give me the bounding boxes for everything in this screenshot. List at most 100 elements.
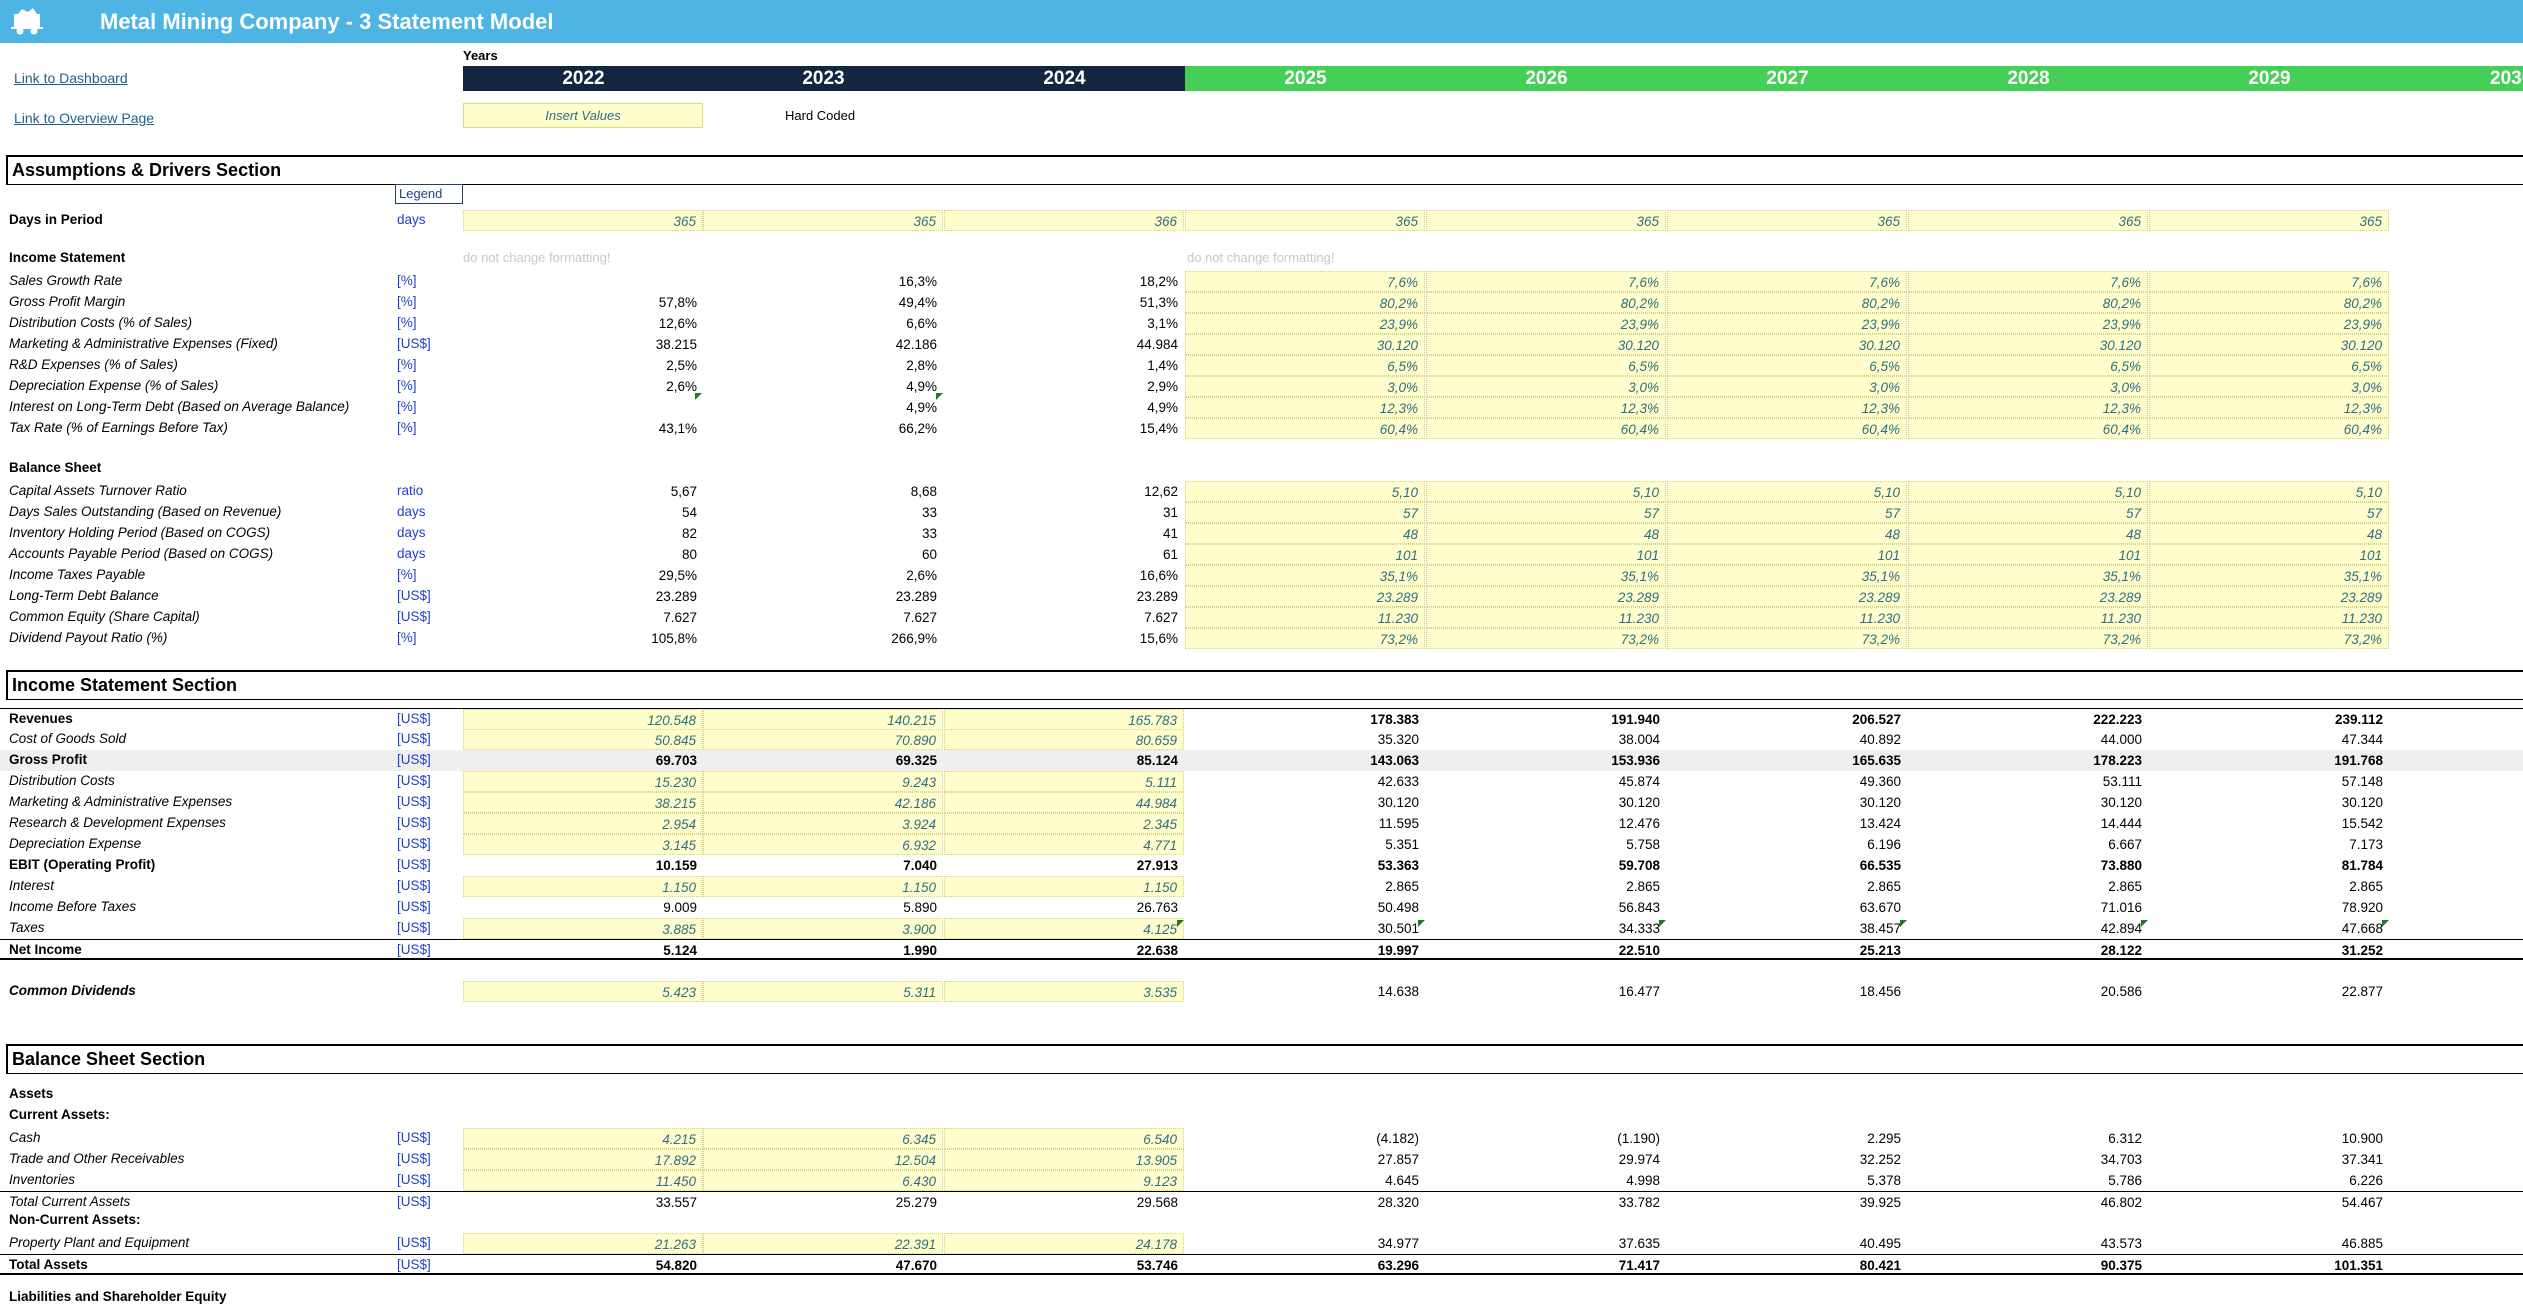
year-header-2024[interactable]: 2024 [944,66,1185,91]
cell-revenues-2027[interactable]: 206.527 [1852,712,1901,727]
cell-dividend-payout-ratio-2023[interactable]: 266,9% [891,631,937,646]
cell-tax-rate-of-earnings-before-tax-2022[interactable]: 43,1% [658,421,697,436]
cell-depreciation-expense-of-sales-2029[interactable]: 3,0% [2149,376,2389,397]
cell-income-before-taxes-2024[interactable]: 26.763 [1136,900,1178,915]
cell-income-taxes-payable-2024[interactable]: 16,6% [1139,568,1178,583]
year-header-2025[interactable]: 2025 [1185,66,1426,91]
cell-inventories-2022[interactable]: 11.450 [463,1170,703,1191]
cell-marketing-administrative-expenses-2023[interactable]: 42.186 [703,792,943,813]
cell-inventory-holding-period-based-on-cogs-2029[interactable]: 48 [2149,523,2389,544]
cell-interest-2023[interactable]: 1.150 [703,876,943,897]
cell-days-in-period-2022[interactable]: 365 [463,210,703,231]
cell-net-income-2029[interactable]: 31.252 [2341,943,2383,958]
cell-depreciation-expense-2025[interactable]: 5.351 [1385,837,1419,852]
cell-income-before-taxes-2028[interactable]: 71.016 [2100,900,2142,915]
cell-research-development-expenses-2028[interactable]: 14.444 [2100,816,2142,831]
cell-r-d-expenses-of-sales-2026[interactable]: 6,5% [1426,355,1666,376]
cell-long-term-debt-balance-2024[interactable]: 23.289 [1136,589,1178,604]
cell-days-sales-outstanding-based-on-revenue-2028[interactable]: 57 [1908,502,2148,523]
cell-days-sales-outstanding-based-on-revenue-2026[interactable]: 57 [1426,502,1666,523]
cell-tax-rate-of-earnings-before-tax-2027[interactable]: 60,4% [1667,418,1907,439]
cell-inventory-holding-period-based-on-cogs-2028[interactable]: 48 [1908,523,2148,544]
cell-trade-and-other-receivables-2027[interactable]: 32.252 [1859,1152,1901,1167]
cell-long-term-debt-balance-2023[interactable]: 23.289 [895,589,937,604]
cell-total-current-assets-2024[interactable]: 29.568 [1136,1195,1178,1210]
cell-revenues-2026[interactable]: 191.940 [1611,712,1660,727]
cell-trade-and-other-receivables-2022[interactable]: 17.892 [463,1149,703,1170]
cell-common-dividends-2022[interactable]: 5.423 [463,981,703,1002]
cell-common-dividends-2029[interactable]: 22.877 [2341,984,2383,999]
cell-tax-rate-of-earnings-before-tax-2028[interactable]: 60,4% [1908,418,2148,439]
cell-depreciation-expense-of-sales-2025[interactable]: 3,0% [1185,376,1425,397]
cell-taxes-2022[interactable]: 3.885 [463,918,703,939]
cell-days-sales-outstanding-based-on-revenue-2022[interactable]: 54 [681,505,697,520]
cell-marketing-administrative-expenses-2028[interactable]: 30.120 [2100,795,2142,810]
cell-r-d-expenses-of-sales-2022[interactable]: 2,5% [666,358,697,373]
cell-total-assets-2022[interactable]: 54.820 [655,1258,697,1273]
cell-inventories-2029[interactable]: 6.226 [2349,1173,2383,1188]
cell-capital-assets-turnover-ratio-2025[interactable]: 5,10 [1185,481,1425,502]
cell-taxes-2023[interactable]: 3.900 [703,918,943,939]
cell-net-income-2022[interactable]: 5.124 [663,943,697,958]
cell-capital-assets-turnover-ratio-2026[interactable]: 5,10 [1426,481,1666,502]
cell-research-development-expenses-2029[interactable]: 15.542 [2341,816,2383,831]
cell-property-plant-and-equipment-2028[interactable]: 43.573 [2100,1236,2142,1251]
cell-property-plant-and-equipment-2023[interactable]: 22.391 [703,1233,943,1254]
cell-depreciation-expense-of-sales-2024[interactable]: 2,9% [1147,379,1178,394]
cell-r-d-expenses-of-sales-2029[interactable]: 6,5% [2149,355,2389,376]
cell-dividend-payout-ratio-2027[interactable]: 73,2% [1667,628,1907,649]
link-to-dashboard[interactable]: Link to Dashboard [14,70,128,86]
cell-trade-and-other-receivables-2029[interactable]: 37.341 [2341,1152,2383,1167]
cell-gross-profit-2022[interactable]: 69.703 [655,753,697,768]
cell-research-development-expenses-2024[interactable]: 2.345 [944,813,1184,834]
cell-inventories-2023[interactable]: 6.430 [703,1170,943,1191]
cell-r-d-expenses-of-sales-2024[interactable]: 1,4% [1147,358,1178,373]
cell-common-equity-share-capital-2025[interactable]: 11.230 [1185,607,1425,628]
cell-interest-on-long-term-debt-based-on-average-balance-2024[interactable]: 4,9% [1147,400,1178,415]
cell-total-current-assets-2027[interactable]: 39.925 [1859,1195,1901,1210]
cell-gross-profit-margin-2027[interactable]: 80,2% [1667,292,1907,313]
cell-days-sales-outstanding-based-on-revenue-2024[interactable]: 31 [1162,505,1178,520]
cell-inventory-holding-period-based-on-cogs-2024[interactable]: 41 [1162,526,1178,541]
cell-common-equity-share-capital-2023[interactable]: 7.627 [903,610,937,625]
cell-ebit-operating-profit-2024[interactable]: 27.913 [1136,858,1178,873]
cell-income-before-taxes-2023[interactable]: 5.890 [903,900,937,915]
cell-sales-growth-rate-2024[interactable]: 18,2% [1139,274,1178,289]
cell-sales-growth-rate-2027[interactable]: 7,6% [1667,271,1907,292]
cell-marketing-administrative-expenses-fixed-2028[interactable]: 30.120 [1908,334,2148,355]
cell-interest-on-long-term-debt-based-on-average-balance-2026[interactable]: 12,3% [1426,397,1666,418]
cell-common-dividends-2023[interactable]: 5.311 [703,981,943,1002]
cell-tax-rate-of-earnings-before-tax-2026[interactable]: 60,4% [1426,418,1666,439]
cell-gross-profit-margin-2023[interactable]: 49,4% [898,295,937,310]
cell-income-before-taxes-2029[interactable]: 78.920 [2341,900,2383,915]
cell-research-development-expenses-2022[interactable]: 2.954 [463,813,703,834]
cell-total-assets-2027[interactable]: 80.421 [1859,1258,1901,1273]
cell-r-d-expenses-of-sales-2028[interactable]: 6,5% [1908,355,2148,376]
cell-long-term-debt-balance-2027[interactable]: 23.289 [1667,586,1907,607]
cell-property-plant-and-equipment-2026[interactable]: 37.635 [1618,1236,1660,1251]
cell-common-dividends-2024[interactable]: 3.535 [944,981,1184,1002]
cell-marketing-administrative-expenses-fixed-2029[interactable]: 30.120 [2149,334,2389,355]
cell-income-taxes-payable-2027[interactable]: 35,1% [1667,565,1907,586]
cell-income-before-taxes-2022[interactable]: 9.009 [663,900,697,915]
cell-days-in-period-2029[interactable]: 365 [2149,210,2389,231]
cell-income-before-taxes-2026[interactable]: 56.843 [1618,900,1660,915]
cell-r-d-expenses-of-sales-2025[interactable]: 6,5% [1185,355,1425,376]
cell-property-plant-and-equipment-2022[interactable]: 21.263 [463,1233,703,1254]
cell-distribution-costs-2022[interactable]: 15.230 [463,771,703,792]
cell-dividend-payout-ratio-2022[interactable]: 105,8% [651,631,697,646]
cell-cost-of-goods-sold-2027[interactable]: 40.892 [1859,732,1901,747]
year-header-2028[interactable]: 2028 [1908,66,2149,91]
cell-inventory-holding-period-based-on-cogs-2025[interactable]: 48 [1185,523,1425,544]
cell-days-in-period-2024[interactable]: 366 [944,210,1184,231]
cell-gross-profit-2025[interactable]: 143.063 [1370,753,1419,768]
cell-cost-of-goods-sold-2025[interactable]: 35.320 [1377,732,1419,747]
cell-ebit-operating-profit-2029[interactable]: 81.784 [2341,858,2383,873]
cell-trade-and-other-receivables-2028[interactable]: 34.703 [2100,1152,2142,1167]
cell-distribution-costs-of-sales-2028[interactable]: 23,9% [1908,313,2148,334]
cell-days-in-period-2027[interactable]: 365 [1667,210,1907,231]
cell-long-term-debt-balance-2025[interactable]: 23.289 [1185,586,1425,607]
cell-distribution-costs-of-sales-2024[interactable]: 3,1% [1147,316,1178,331]
cell-research-development-expenses-2027[interactable]: 13.424 [1859,816,1901,831]
cell-total-assets-2025[interactable]: 63.296 [1377,1258,1419,1273]
